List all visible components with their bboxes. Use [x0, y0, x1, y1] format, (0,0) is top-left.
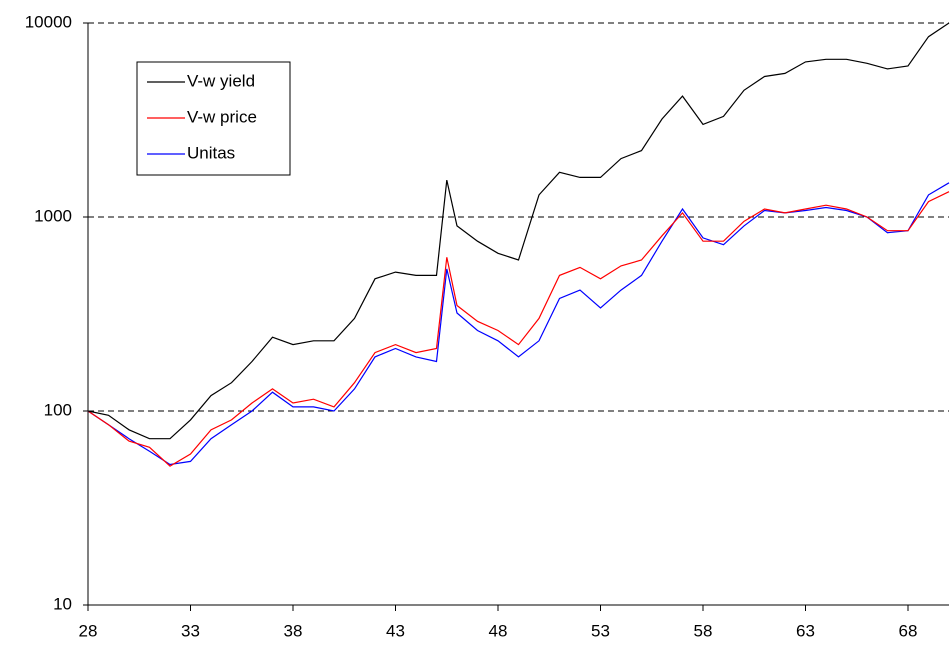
- legend-label: V-w price: [187, 107, 257, 126]
- series-line: [87, 22, 950, 440]
- x-tick-label: 43: [386, 621, 405, 640]
- x-tick-label: 38: [284, 621, 303, 640]
- y-tick-label: 10000: [25, 12, 72, 31]
- legend-label: V-w yield: [187, 71, 255, 90]
- x-tick-label: 63: [796, 621, 815, 640]
- x-tick-label: 33: [181, 621, 200, 640]
- x-tick-label: 28: [79, 621, 98, 640]
- legend-label: Unitas: [187, 143, 235, 162]
- x-tick-label: 48: [489, 621, 508, 640]
- y-tick-label: 1000: [34, 206, 72, 225]
- x-tick-label: 58: [694, 621, 713, 640]
- series-line: [87, 191, 950, 467]
- x-tick-label: 53: [591, 621, 610, 640]
- y-tick-label: 10: [53, 594, 72, 613]
- legend-box: [136, 61, 291, 176]
- y-tick-label: 100: [44, 400, 72, 419]
- x-tick-label: 68: [899, 621, 918, 640]
- series-line: [87, 182, 950, 466]
